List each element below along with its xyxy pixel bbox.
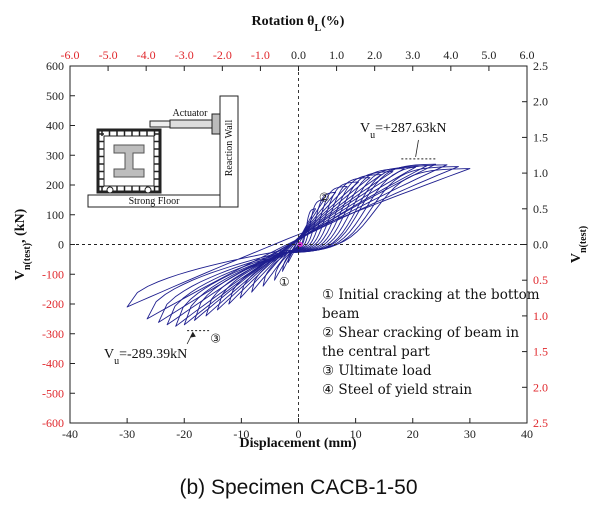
right-tick-label: 2.0	[533, 95, 548, 109]
bottom-tick-label: -40	[62, 427, 78, 441]
right-tick-label: 2.5	[533, 59, 548, 73]
event-marker-3: ③	[210, 332, 221, 346]
vu-positive-pointer	[415, 139, 419, 157]
left-tick-label: 400	[46, 119, 64, 133]
left-tick-label: 100	[46, 208, 64, 222]
hysteresis-loop-14	[158, 164, 448, 323]
figure-caption: (b) Specimen CACB-1-50	[179, 476, 418, 499]
hysteresis-loop-12	[175, 165, 428, 327]
left-tick-label: 600	[46, 59, 64, 73]
right-tick-label: 2.0	[533, 380, 548, 394]
legend-line-5: ③ Ultimate load	[322, 363, 432, 379]
right-axis-title: Vn(test)	[569, 226, 589, 263]
right-tick-label: 1.0	[533, 309, 548, 323]
bottom-tick-label: 30	[464, 427, 476, 441]
legend-line-3: ② Shear cracking of beam in	[322, 325, 519, 341]
support-roller-left	[106, 186, 114, 194]
event-marker-2: ②	[319, 190, 330, 204]
top-tick-label: 3.0	[405, 48, 420, 62]
bottom-tick-label: -10	[233, 427, 249, 441]
vu-positive-label: Vu=+287.63kN	[360, 121, 447, 141]
left-tick-label: -100	[42, 267, 64, 281]
legend-line-4: the central part	[322, 344, 430, 360]
vu-negative-label: Vu=-289.39kN	[104, 347, 187, 367]
left-tick-label: -400	[42, 357, 64, 371]
top-tick-label: -4.0	[137, 48, 156, 62]
top-tick-label: 0.0	[291, 48, 306, 62]
left-axis-title: Vn(test), (kN)	[13, 208, 33, 280]
legend-line-2: beam	[322, 306, 360, 322]
actuator-label: Actuator	[173, 108, 209, 119]
bottom-tick-label: -30	[119, 427, 135, 441]
hysteresis-loop-4	[262, 191, 337, 287]
bottom-tick-label: 0	[296, 427, 302, 441]
hysteresis-loop-8	[216, 174, 382, 311]
bottom-tick-label: 40	[521, 427, 533, 441]
hysteresis-loop-13	[166, 163, 437, 326]
right-tick-label: 1.5	[533, 345, 548, 359]
top-axis-title: Rotation θL(%)	[252, 14, 345, 34]
right-tick-label: 1.0	[533, 166, 548, 180]
top-tick-label: -2.0	[213, 48, 232, 62]
right-tick-label: 0.5	[533, 202, 548, 216]
legend-line-1: ① Initial cracking at the bottom	[322, 287, 540, 303]
top-tick-label: -1.0	[251, 48, 270, 62]
top-tick-label: 6.0	[520, 48, 535, 62]
top-tick-label: 5.0	[481, 48, 496, 62]
left-tick-label: 500	[46, 89, 64, 103]
left-tick-label: -300	[42, 327, 64, 341]
support-roller-right	[144, 186, 152, 194]
actuator-body	[169, 119, 213, 129]
right-tick-label: 2.5	[533, 416, 548, 430]
top-tick-label: 1.0	[329, 48, 344, 62]
reaction-wall	[219, 95, 239, 208]
actuator-rod	[149, 120, 171, 128]
right-tick-label: 1.5	[533, 130, 548, 144]
reaction-wall-label: Reaction Wall	[224, 120, 235, 177]
actuator-mount	[211, 113, 221, 135]
hysteresis-loop-7	[228, 177, 371, 305]
bottom-tick-label: 20	[407, 427, 419, 441]
left-tick-label: -500	[42, 386, 64, 400]
top-tick-label: -3.0	[175, 48, 194, 62]
hysteresis-loop-15	[146, 166, 459, 320]
event-marker-1: ①	[279, 275, 290, 289]
bottom-axis-title: Displacement (mm)	[239, 436, 356, 451]
hysteresis-loop-9	[205, 171, 394, 317]
top-tick-label: -5.0	[99, 48, 118, 62]
left-tick-label: 200	[46, 178, 64, 192]
top-tick-label: 2.0	[367, 48, 382, 62]
left-tick-label: 0	[58, 238, 64, 252]
right-tick-label: 0.5	[533, 273, 548, 287]
strong-floor-label: Strong Floor	[129, 196, 181, 207]
axes: -40 -30 -20 -10 0 10 20 30 40-6.0 -5.0 -4.0 -3.0 -2.…	[13, 14, 589, 451]
bottom-tick-label: 10	[350, 427, 362, 441]
right-tick-label: 0.0	[533, 238, 548, 252]
top-tick-label: 4.0	[443, 48, 458, 62]
hysteresis-loop-16	[126, 168, 471, 308]
hysteresis-loop-10	[194, 168, 405, 321]
legend-line-6: ④ Steel of yield strain	[322, 382, 472, 398]
annotations: Vu=+287.63kN Vu=-289.39kN ① ② ③ ① Initial cra…	[104, 121, 540, 398]
hysteresis-curves	[126, 163, 471, 327]
left-tick-label: -200	[42, 297, 64, 311]
left-tick-label: 300	[46, 148, 64, 162]
i-beam-specimen	[113, 144, 145, 178]
test-setup-inset: Strong Floor Reaction Wall Actuator	[87, 95, 239, 208]
vu-negative-arrowhead	[189, 331, 196, 338]
left-tick-label: -600	[42, 416, 64, 430]
hysteresis-loop-3	[274, 199, 325, 281]
top-tick-label: -6.0	[61, 48, 80, 62]
bottom-tick-label: -20	[176, 427, 192, 441]
